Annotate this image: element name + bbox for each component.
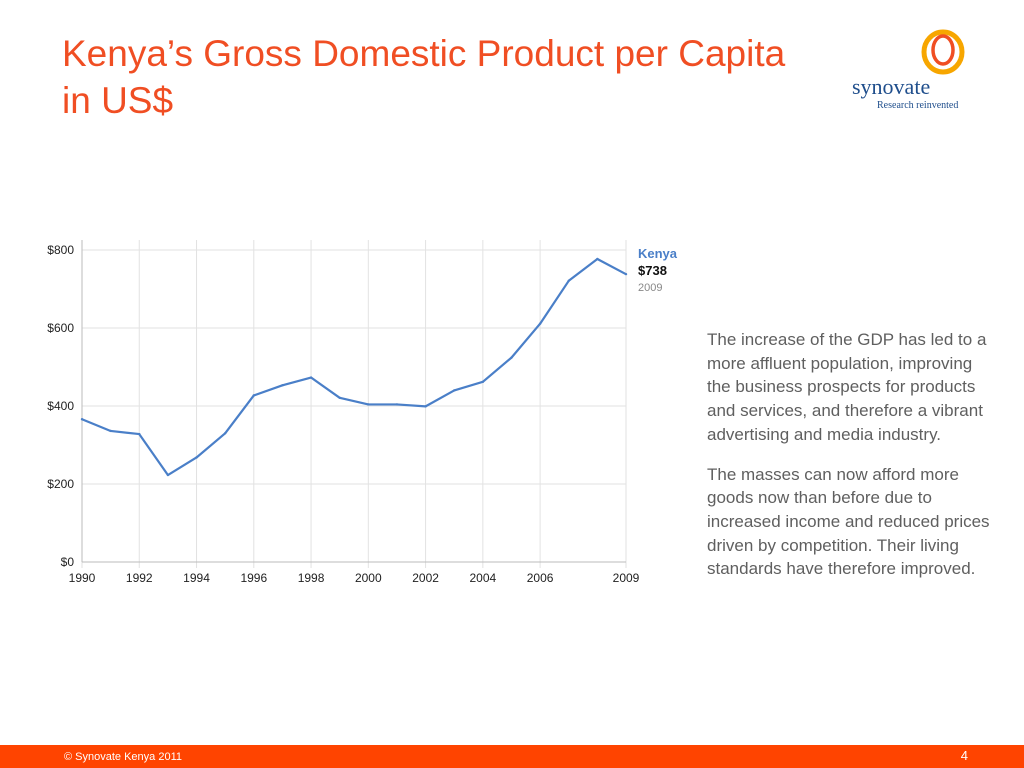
x-tick-label: 2006 bbox=[527, 571, 554, 585]
data-point bbox=[481, 380, 485, 384]
y-tick-label: $0 bbox=[61, 555, 75, 569]
legend-year: 2009 bbox=[638, 282, 662, 294]
y-tick-label: $400 bbox=[47, 399, 74, 413]
x-tick-label: 1996 bbox=[240, 571, 267, 585]
data-point bbox=[338, 396, 341, 400]
y-tick-label: $200 bbox=[47, 477, 74, 491]
logo-wordmark: synovate bbox=[852, 74, 931, 99]
paragraph-1: The increase of the GDP has led to a mor… bbox=[707, 330, 987, 444]
data-point bbox=[138, 432, 141, 436]
data-point bbox=[453, 389, 456, 392]
data-point bbox=[252, 394, 255, 397]
legend-series-name: Kenya bbox=[638, 246, 678, 261]
data-point bbox=[596, 257, 599, 261]
slide-title-line2: in US$ bbox=[62, 80, 174, 121]
data-point bbox=[367, 403, 370, 406]
data-point bbox=[395, 403, 399, 406]
body-text: The increase of the GDP has led to a mor… bbox=[707, 328, 997, 597]
legend-value: $738 bbox=[638, 263, 667, 278]
data-point bbox=[510, 356, 513, 359]
data-point bbox=[281, 384, 284, 387]
gdp-line-chart: $0 $200 $400 $600 $800 1990 1992 1994 1996 1998 20… bbox=[47, 240, 678, 585]
data-point bbox=[80, 418, 84, 421]
data-point bbox=[309, 376, 313, 379]
y-tick-label: $800 bbox=[47, 243, 74, 257]
x-tick-label: 1992 bbox=[126, 571, 153, 585]
data-point bbox=[624, 272, 628, 276]
data-point bbox=[424, 405, 427, 408]
x-tick-label: 2002 bbox=[412, 571, 439, 585]
data-point bbox=[567, 279, 570, 283]
data-point bbox=[538, 322, 542, 325]
footer-copyright: © Synovate Kenya 2011 bbox=[64, 751, 182, 763]
data-point bbox=[223, 432, 227, 435]
x-tick-label: 1994 bbox=[183, 571, 210, 585]
logo-mark-icon bbox=[921, 29, 965, 75]
series-line-kenya bbox=[81, 257, 627, 477]
data-point bbox=[166, 473, 170, 477]
data-point bbox=[195, 456, 198, 459]
synovate-logo: synovate Research reinvented bbox=[852, 28, 972, 118]
y-tick-label: $600 bbox=[47, 321, 74, 335]
footer-bar: © Synovate Kenya 2011 4 bbox=[0, 745, 1024, 768]
x-tick-label: 2004 bbox=[469, 571, 496, 585]
x-tick-label: 1998 bbox=[298, 571, 325, 585]
slide-title: Kenya’s Gross Domestic Product per Capit… bbox=[62, 30, 862, 124]
slide-title-line1: Kenya’s Gross Domestic Product per Capit… bbox=[62, 33, 786, 74]
logo-tagline: Research reinvented bbox=[877, 100, 959, 111]
paragraph-2: The masses can now afford more goods now… bbox=[707, 464, 990, 579]
x-tick-label: 1990 bbox=[69, 571, 96, 585]
page-number: 4 bbox=[960, 748, 968, 763]
data-point bbox=[109, 429, 112, 433]
x-tick-label: 2009 bbox=[613, 571, 640, 585]
x-tick-label: 2000 bbox=[355, 571, 382, 585]
